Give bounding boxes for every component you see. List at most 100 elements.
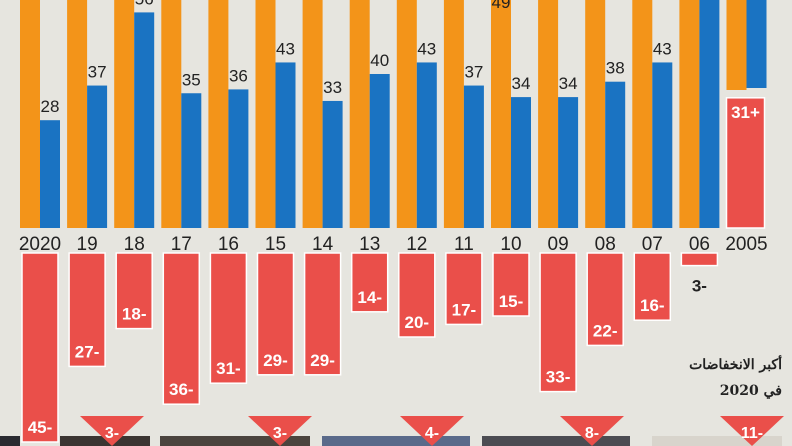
callout-label-3: 4- <box>425 425 439 442</box>
photo-thumbnail-5 <box>482 436 630 446</box>
difference-label-13: 14- <box>357 288 382 307</box>
difference-bar-08 <box>586 252 624 347</box>
difference-label-10: 15- <box>499 292 524 311</box>
blue-bar-12 <box>416 62 437 229</box>
orange-bar-10 <box>491 0 511 228</box>
difference-bar-18 <box>115 252 153 330</box>
orange-bar-value-10: 49 <box>492 0 511 12</box>
blue-bar-value-19: 37 <box>88 63 107 82</box>
category-label-18: 18 <box>124 234 145 255</box>
blue-bar-06 <box>699 0 720 228</box>
difference-bar-11 <box>445 252 483 326</box>
difference-bar-16 <box>209 252 248 384</box>
difference-bar-17 <box>162 252 201 405</box>
blue-bar-value-09: 34 <box>559 74 578 93</box>
blue-bar-19 <box>87 85 108 228</box>
difference-bar-06 <box>680 252 719 267</box>
difference-label-11: 17- <box>452 300 477 319</box>
difference-bar-07 <box>633 252 672 321</box>
difference-label-2005: 31+ <box>731 103 760 122</box>
category-label-16: 16 <box>218 234 239 255</box>
blue-bar-value-2020: 28 <box>41 97 60 116</box>
callout-label-4: 8- <box>585 425 599 442</box>
orange-bar-18 <box>114 0 135 228</box>
photo-thumbnail-4 <box>322 436 470 446</box>
legend-title-line-1: أكبر الانخفاضات <box>689 357 782 373</box>
legend-title-line-2: في 2020 <box>719 383 782 399</box>
blue-bar-value-10: 34 <box>512 74 531 93</box>
difference-label-2020: 45- <box>28 418 53 437</box>
category-label-2020: 2020 <box>19 234 61 255</box>
difference-label-16: 31- <box>216 359 241 378</box>
blue-bar-14 <box>322 100 343 228</box>
category-label-07: 07 <box>642 234 663 255</box>
difference-label-18: 18- <box>122 305 147 324</box>
category-label-15: 15 <box>265 234 286 255</box>
difference-label-14: 29- <box>310 351 335 370</box>
blue-bar-2005 <box>746 0 767 88</box>
difference-label-09: 33- <box>546 368 571 387</box>
callout-label-1: 3- <box>105 425 119 442</box>
difference-bar-2020 <box>21 252 59 443</box>
blue-bar-value-07: 43 <box>653 39 672 58</box>
difference-label-19: 27- <box>75 342 100 361</box>
difference-label-15: 29- <box>263 351 288 370</box>
orange-bar-2020 <box>20 0 40 228</box>
blue-bar-15 <box>275 62 296 229</box>
orange-bar-06 <box>679 0 700 228</box>
orange-bar-17 <box>161 0 182 228</box>
difference-label-07: 16- <box>640 296 665 315</box>
blue-bar-value-11: 37 <box>464 63 483 82</box>
blue-bar-09 <box>558 97 579 228</box>
category-label-10: 10 <box>500 234 521 255</box>
difference-label-06: 3- <box>692 277 707 296</box>
blue-bar-value-08: 38 <box>606 59 625 78</box>
callout-triangle-1 <box>80 416 144 446</box>
difference-bar-14 <box>303 252 342 376</box>
difference-label-12: 20- <box>405 313 430 332</box>
blue-bar-18 <box>134 12 155 229</box>
callout-triangle-4 <box>560 416 624 446</box>
category-label-11: 11 <box>454 234 474 255</box>
difference-bar-12 <box>398 252 436 338</box>
blue-bar-08 <box>605 81 626 228</box>
photo-thumbnail-6 <box>652 436 782 446</box>
blue-bar-17 <box>181 93 202 228</box>
orange-bar-09 <box>538 0 559 228</box>
difference-bar-13 <box>350 252 389 313</box>
orange-bar-08 <box>585 0 606 228</box>
callout-triangle-5 <box>720 416 784 446</box>
callout-label-2: 3- <box>273 425 287 442</box>
photo-thumbnail-2 <box>60 436 150 446</box>
blue-bar-value-12: 43 <box>417 39 436 58</box>
orange-bar-14 <box>302 0 323 228</box>
difference-label-17: 36- <box>169 380 194 399</box>
orange-bar-07 <box>632 0 653 228</box>
callout-label-5: 11- <box>741 425 763 442</box>
difference-bar-10 <box>492 252 530 317</box>
difference-bar-15 <box>256 252 295 376</box>
difference-bar-09 <box>539 252 577 393</box>
category-label-06: 06 <box>689 234 710 255</box>
legend-title: أكبر الانخفاضات في 2020 <box>662 352 782 404</box>
orange-bar-15 <box>255 0 276 228</box>
category-label-13: 13 <box>359 234 380 255</box>
blue-bar-13 <box>369 74 390 228</box>
category-label-19: 19 <box>77 234 98 255</box>
orange-bar-16 <box>208 0 229 228</box>
photo-thumbnail-3 <box>160 436 310 446</box>
category-label-14: 14 <box>312 234 334 255</box>
orange-bar-2005 <box>726 0 747 90</box>
difference-label-08: 22- <box>593 321 618 340</box>
category-label-08: 08 <box>595 234 616 255</box>
blue-bar-value-17: 35 <box>182 70 201 89</box>
blue-bar-07 <box>652 62 673 229</box>
blue-bar-value-13: 40 <box>370 51 389 70</box>
callout-triangle-3 <box>400 416 464 446</box>
photo-thumbnail-1 <box>0 436 20 446</box>
blue-bar-value-18: 56 <box>135 0 154 8</box>
category-label-09: 09 <box>548 234 569 255</box>
difference-bar-19 <box>68 252 106 368</box>
callout-triangle-2 <box>248 416 312 446</box>
